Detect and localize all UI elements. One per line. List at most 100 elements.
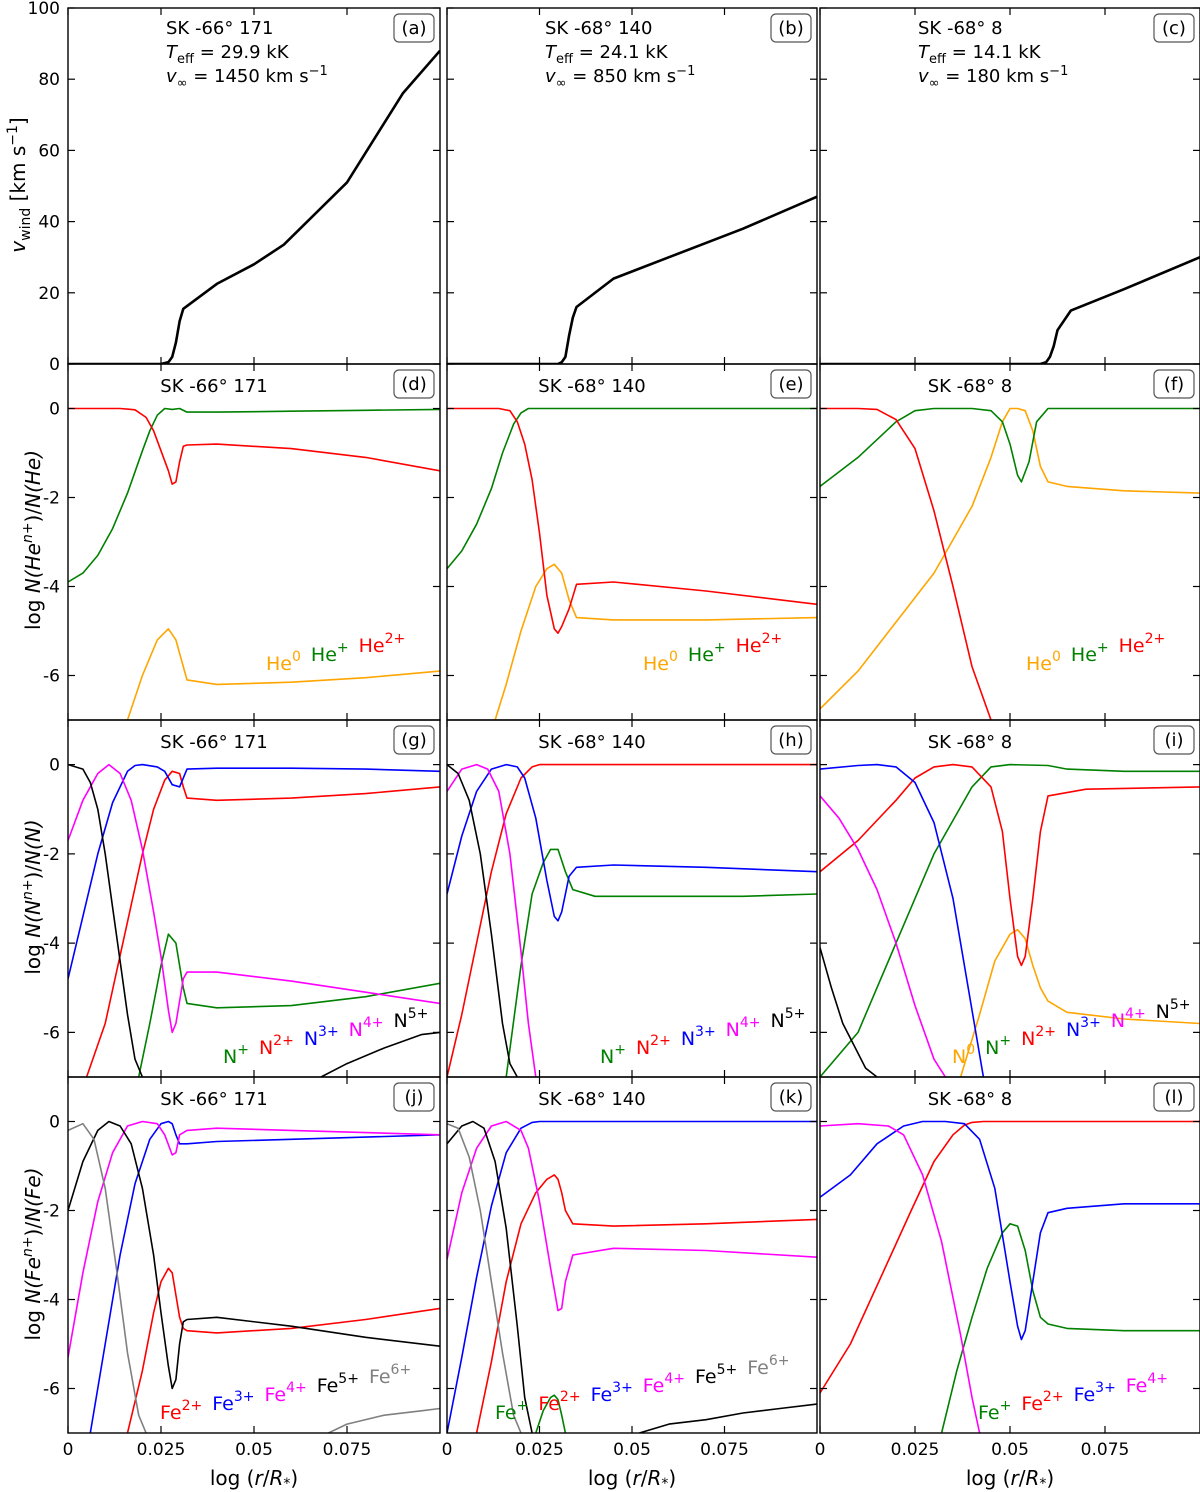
- series-N0-line: [959, 928, 1200, 1077]
- panel-k: 0 0.025 0.05 0.075 (k) SK -68° 140 Fe+ Fe2+ Fe3+…: [442, 1076, 818, 1460]
- panel-star-name: SK -66° 171: [160, 1089, 267, 1110]
- panel-star-name: SK -66° 171: [160, 376, 267, 397]
- series-group-e: [447, 407, 817, 720]
- panel-tag-label: (j): [404, 1087, 423, 1108]
- series-group-j: [68, 1120, 440, 1433]
- panel-d: -6 -4 -2 0 (d) SK -66° 171 He0 He+ He2+: [43, 363, 441, 721]
- x-tick-label: 0.05: [235, 1440, 273, 1460]
- ylabel-row-4: log N(Fen+)/N(Fe): [20, 1168, 45, 1341]
- series-group-k: [447, 1120, 817, 1433]
- panel-g: -6 -4 -2 0 (g) SK -66° 171 N+ N2+ N3+ N4+ N5+: [43, 719, 441, 1078]
- series-Fe2p-line: [475, 1174, 817, 1433]
- legend-e: He0 He+ He2+: [643, 631, 782, 675]
- x-tick-label: 0.075: [1081, 1440, 1130, 1460]
- series-N5p-line: [820, 947, 878, 1077]
- y-tick-label: 80: [38, 70, 60, 90]
- series-N2p-line: [820, 763, 1200, 967]
- series-Np-line: [137, 933, 440, 1077]
- series-He0-line: [820, 407, 1200, 710]
- series-N5p-line: [447, 763, 519, 1077]
- series-Fe2p-line: [126, 1267, 440, 1433]
- series-N3p-line: [447, 763, 817, 922]
- series-Fe3p-line: [89, 1120, 440, 1433]
- x-axis-title: log (r/R*): [588, 1466, 676, 1492]
- x-tick-label: 0.025: [515, 1440, 564, 1460]
- series-Np-line: [820, 763, 1200, 1077]
- y-tick-label: -4: [43, 1291, 60, 1311]
- series-Hep-line: [447, 407, 817, 570]
- x-axis-title: log (r/R*): [210, 1466, 298, 1492]
- series-N2p-line: [447, 763, 817, 1077]
- panel-star-name: SK -68° 8: [928, 376, 1013, 397]
- x-tick-label: 0.05: [991, 1440, 1029, 1460]
- y-tick-label: 20: [38, 284, 60, 304]
- series-He2p-line: [68, 407, 440, 485]
- panel-tag-box: [393, 13, 435, 43]
- vinf-label: v∞ = 180 km s−1: [918, 64, 1068, 91]
- legend-f: He0 He+ He2+: [1026, 631, 1165, 675]
- panel-tag-label: (c): [1162, 18, 1186, 39]
- y-tick-label: 0: [49, 400, 60, 420]
- series-group-f: [820, 407, 1200, 720]
- series-v_wind-line: [68, 49, 440, 364]
- panel-star-name: SK -68° 8: [928, 1089, 1013, 1110]
- vinf-label: v∞ = 850 km s−1: [545, 64, 695, 91]
- panel-i: (i) SK -68° 8 N0 N+ N2+ N3+ N4+ N5+: [819, 719, 1200, 1078]
- panel-tag-box: [770, 725, 812, 755]
- y-tick-label: -4: [43, 578, 60, 598]
- legend-d: He0 He+ He2+: [266, 631, 405, 675]
- panel-tag-box: [770, 1082, 812, 1112]
- y-tick-label: -2: [43, 489, 60, 509]
- series-N4p-line: [820, 795, 947, 1077]
- series-Fe4p-line: [68, 1120, 440, 1358]
- ylabel-row-3: log N(Nn+)/N(N): [20, 819, 45, 974]
- panel-star-name: SK -66° 171: [160, 732, 267, 753]
- panel-h: (h) SK -68° 140 N+ N2+ N3+ N4+ N5+: [446, 719, 818, 1078]
- panel-tag-box: [1153, 13, 1195, 43]
- panel-tag-label: (e): [778, 374, 803, 395]
- xlabels-group: log (r/R*) log (r/R*) log (r/R*): [210, 1466, 1054, 1492]
- teff-label: Teff = 14.1 kK: [918, 42, 1042, 67]
- series-v_wind-line: [447, 195, 817, 364]
- y-tick-label: -2: [43, 1202, 60, 1222]
- x-tick-label: 0: [63, 1440, 74, 1460]
- series-Fe4p-line: [820, 1122, 981, 1433]
- y-tick-label: -2: [43, 845, 60, 865]
- panel-tag-box: [770, 369, 812, 399]
- panel-tag-label: (g): [401, 730, 426, 751]
- panel-tag-label: (d): [401, 374, 426, 395]
- panel-j: 0 0.025 0.05 0.075 -6 -4 -2 0 (j) SK -66° 171 Fe2+…: [43, 1076, 441, 1460]
- series-Fe6p-tail-line: [328, 1407, 440, 1433]
- series-Fe5p-line: [68, 1120, 440, 1390]
- series-N2p-line: [85, 770, 440, 1077]
- panel-tag-label: (b): [778, 18, 803, 39]
- panel-f: (f) SK -68° 8 He0 He+ He2+: [819, 363, 1200, 721]
- series-Fe3p-line: [447, 1120, 817, 1433]
- row-labels-group: vwind [km s−1] log N(Hen+)/N(He) log N(N…: [5, 117, 45, 1340]
- series-Np-line: [505, 848, 817, 1077]
- x-tick-label: 0.025: [891, 1440, 940, 1460]
- panel-tag-label: (k): [779, 1087, 803, 1108]
- series-Fep-line: [535, 1394, 567, 1433]
- panel-b: (b) SK -68° 140 Teff = 24.1 kKv∞ = 850 km …: [446, 7, 818, 365]
- legend-l: Fe+ Fe2+ Fe3+ Fe4+: [978, 1371, 1168, 1424]
- series-N4p-line: [447, 763, 537, 1077]
- series-group-b: [447, 195, 817, 364]
- series-N5p-line: [68, 763, 144, 1077]
- panel-tag-label: (h): [778, 730, 803, 751]
- panels-group: 0 20 40 60 80 100 (a) SK -66° 171 Teff = 29.9 kK…: [28, 0, 1200, 1460]
- series-Fe6p-line: [447, 1122, 522, 1433]
- panel-star-name: SK -68° 140: [538, 1089, 645, 1110]
- series-N5p-tail-line: [320, 1031, 440, 1077]
- x-axis-title: log (r/R*): [966, 1466, 1054, 1492]
- y-tick-label: 60: [38, 141, 60, 161]
- panel-star-name: SK -68° 140: [538, 376, 645, 397]
- legend-j: Fe2+ Fe3+ Fe4+ Fe5+ Fe6+: [160, 1362, 411, 1424]
- panel-tag-box: [393, 369, 435, 399]
- series-N4p-line: [68, 763, 440, 1034]
- series-group-i: [820, 763, 1200, 1077]
- panel-tag-box: [393, 725, 435, 755]
- y-tick-label: -6: [43, 667, 60, 687]
- series-N3p-line: [68, 763, 440, 979]
- x-tick-label: 0.05: [613, 1440, 651, 1460]
